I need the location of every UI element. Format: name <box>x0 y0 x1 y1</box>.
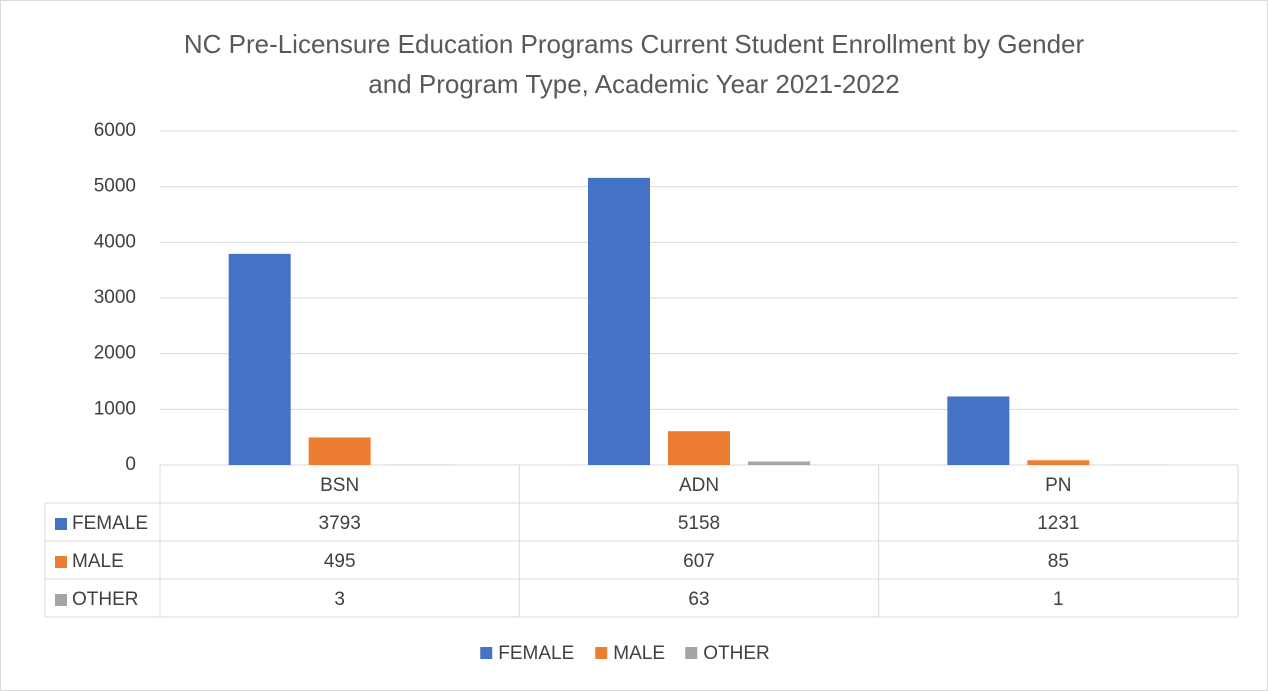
bar <box>308 437 371 465</box>
x-tick-label: BSN <box>320 475 359 496</box>
y-tick-label: 0 <box>125 454 136 475</box>
x-tick-label: ADN <box>679 475 719 496</box>
legend-key <box>685 647 698 659</box>
x-tick-label: PN <box>1045 475 1071 496</box>
table-cell: 495 <box>324 551 356 572</box>
table-cell: 607 <box>683 551 715 572</box>
table-cell: 85 <box>1048 551 1069 572</box>
table-legend-key <box>55 556 67 568</box>
y-tick-label: 3000 <box>94 287 136 308</box>
table-cell: 1 <box>1053 589 1064 610</box>
bar <box>228 253 291 465</box>
table-cell: 63 <box>688 589 709 610</box>
table-cell: 5158 <box>678 513 720 534</box>
y-tick-label: 1000 <box>94 398 136 419</box>
bar <box>668 431 730 465</box>
table-series-label: MALE <box>72 551 124 572</box>
table-legend-key <box>55 518 67 530</box>
table-cell: 1231 <box>1037 513 1079 534</box>
y-tick-label: 4000 <box>94 231 136 252</box>
legend-label: MALE <box>613 643 665 664</box>
table-cell: 3 <box>334 589 345 610</box>
table-series-label: FEMALE <box>72 513 148 534</box>
legend-label: OTHER <box>703 643 770 664</box>
legend-key <box>480 647 493 659</box>
legend-label: FEMALE <box>498 643 574 664</box>
bar <box>947 396 1010 465</box>
table-cell: 3793 <box>319 513 361 534</box>
table-series-label: OTHER <box>72 589 139 610</box>
bar <box>1027 460 1090 465</box>
y-tick-label: 5000 <box>94 176 136 197</box>
y-tick-label: 6000 <box>94 120 136 141</box>
table-legend-key <box>55 594 67 606</box>
y-tick-label: 2000 <box>94 343 136 364</box>
bar <box>748 461 810 465</box>
bar <box>588 177 650 465</box>
chart-title: NC Pre-Licensure Education Programs Curr… <box>183 29 1085 99</box>
legend-key <box>595 647 608 659</box>
